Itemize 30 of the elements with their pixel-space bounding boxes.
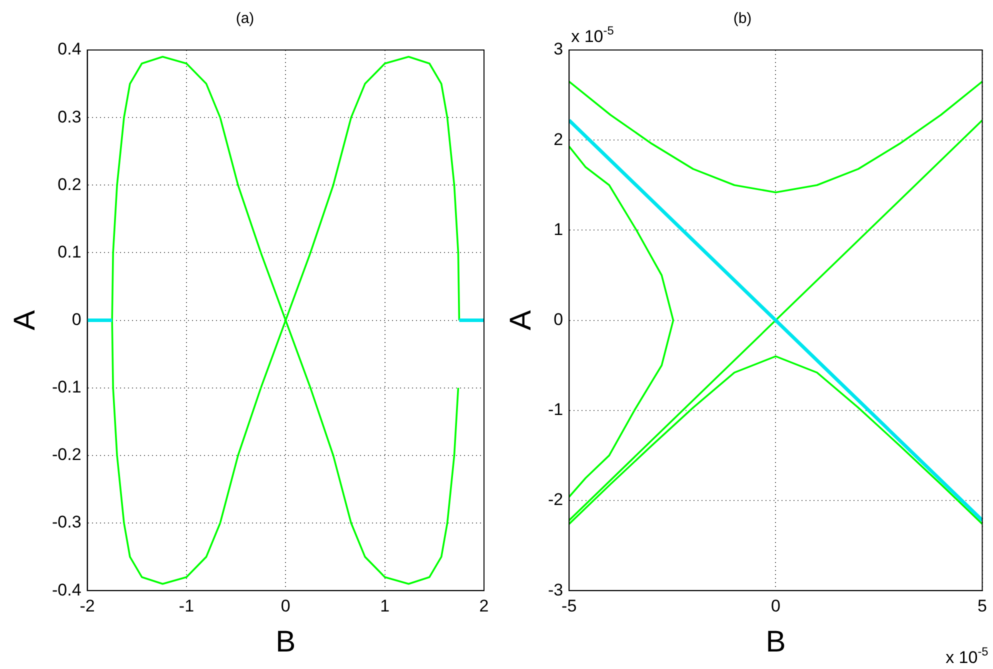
x-tick-label: 2: [479, 596, 489, 616]
chart-title: (b): [733, 10, 752, 28]
x-tick-label: -2: [80, 596, 95, 616]
x-tick-label: 5: [978, 596, 988, 616]
x-tick-label: -5: [562, 596, 577, 616]
y-axis-title: A: [504, 310, 538, 330]
x-tick-label: -1: [178, 596, 194, 616]
y-tick-label: -0.3: [52, 512, 82, 532]
y-tick-label: 0: [554, 310, 564, 329]
y-tick-label: 0.3: [58, 107, 82, 126]
y-tick-label: 1: [554, 220, 564, 239]
y-tick-label: -3: [548, 580, 564, 600]
y-tick-label: 0: [72, 310, 82, 329]
y-tick-label: 2: [554, 130, 564, 149]
x-axis-title: B: [766, 625, 786, 658]
y-tick-label: -0.4: [52, 580, 82, 600]
y-tick-label: -2: [548, 490, 564, 510]
y-tick-label: 0.2: [58, 174, 82, 194]
y-tick-label: -0.1: [52, 378, 82, 397]
chart-title: (a): [236, 10, 254, 28]
x-axis-title: B: [276, 625, 296, 658]
x-tick-label: 0: [770, 596, 780, 616]
y-tick-label: 0.1: [58, 242, 82, 262]
x-tick-label: 1: [380, 596, 390, 616]
y-tick-label: -1: [548, 400, 564, 420]
y-tick-label: 0.4: [58, 40, 82, 59]
y-tick-label: -0.2: [52, 445, 82, 464]
y-tick-label: 3: [554, 40, 564, 59]
y-axis-title: A: [8, 310, 42, 330]
x-tick-label: 0: [280, 596, 290, 616]
